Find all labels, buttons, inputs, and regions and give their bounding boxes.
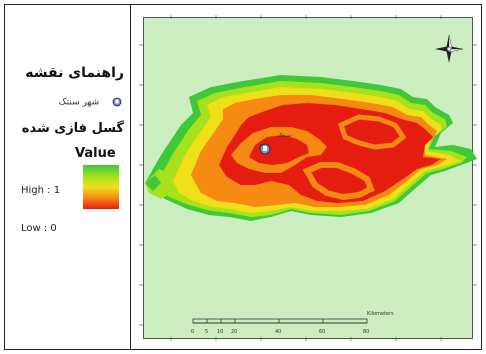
city-marker: [259, 143, 271, 155]
north-arrow-icon: [435, 34, 464, 63]
color-ramp: [83, 165, 119, 209]
legend-city-row: شهر سنتک: [27, 97, 122, 113]
scale-bar: [192, 318, 368, 324]
scale-title: Kilometers: [367, 311, 394, 317]
scale-tick: 20: [231, 329, 237, 335]
legend-panel: راهنمای نقشه شهر سنتک گسل فازی شده Value…: [5, 5, 131, 349]
scale-tick: 0: [191, 329, 194, 335]
map-layout-frame: راهنمای نقشه شهر سنتک گسل فازی شده Value…: [4, 4, 482, 350]
fuzzy-fault-zones: [145, 75, 477, 221]
legend-title: راهنمای نقشه: [25, 65, 124, 81]
scale-tick: 60: [319, 329, 325, 335]
legend-layer-title: گسل فازی شده: [21, 121, 124, 136]
scale-tick-labels: 0 5 10 20 40 60 80: [191, 329, 369, 335]
scale-tick: 40: [275, 329, 281, 335]
scale-tick: 80: [363, 329, 369, 335]
map-area: سنتک Kilometers 0 5: [131, 5, 481, 349]
legend-value-title: Value: [75, 146, 116, 161]
map-city-label: سنتک: [277, 132, 291, 139]
map-canvas: سنتک Kilometers 0 5: [139, 15, 477, 341]
scale-tick: 5: [205, 329, 208, 335]
legend-city-label: شهر سنتک: [58, 97, 100, 108]
city-icon: [112, 97, 122, 107]
legend-low-label: Low : 0: [21, 223, 57, 234]
legend-high-label: High : 1: [21, 185, 61, 196]
scale-tick: 10: [217, 329, 223, 335]
